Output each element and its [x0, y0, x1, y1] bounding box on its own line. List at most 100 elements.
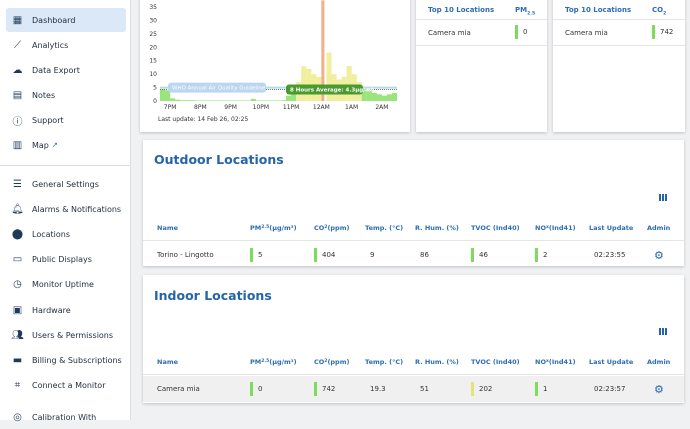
top-pm-row[interactable]: Camera mia 0 — [416, 20, 547, 46]
info-icon: ⓘ — [12, 116, 23, 128]
y-tick-label: 25 — [149, 31, 157, 38]
top-pm-header: Top 10 Locations — [428, 6, 495, 14]
columns-icon[interactable] — [659, 194, 668, 201]
x-tick-label: 12AM — [313, 104, 330, 111]
sidebar-item-calibration-with[interactable]: ◎ Calibration With — [6, 405, 126, 429]
cell-pm: 5 — [250, 242, 262, 268]
sidebar-item-dashboard[interactable]: ▦ Dashboard — [6, 8, 126, 32]
column-header-hum[interactable]: R. Hum. (%) — [415, 223, 459, 232]
column-header-tvoc[interactable]: TVOC (Ind40) — [471, 357, 520, 366]
cell-name: Camera mia — [157, 385, 200, 393]
sidebar-item-hardware[interactable]: ▣ Hardware — [6, 298, 126, 322]
column-header-last[interactable]: Last Update — [589, 357, 634, 366]
sidebar-item-general-settings[interactable]: ☰ General Settings — [6, 172, 126, 196]
sidebar-item-billing-subscriptions[interactable]: ▬ Billing & Subscriptions — [6, 348, 126, 372]
column-header-admin[interactable]: Admin — [647, 357, 671, 366]
column-header-name[interactable]: Name — [157, 357, 179, 366]
column-header-hum[interactable]: R. Hum. (%) — [415, 357, 459, 366]
sidebar-item-data-export[interactable]: ☁ Data Export — [6, 58, 126, 82]
pm-bar — [220, 100, 226, 101]
top-co2-row[interactable]: Camera mia 742 — [553, 20, 685, 46]
pm-bar — [165, 90, 171, 101]
column-header-last[interactable]: Last Update — [589, 223, 634, 232]
chip-icon: ▣ — [12, 304, 23, 316]
who-guideline-label: WHO Annual Air Quality Guideline — [172, 86, 266, 92]
sidebar-item-label: Data Export — [32, 65, 80, 75]
pm-bar — [185, 100, 191, 101]
sidebar-item-label: Analytics — [32, 40, 69, 50]
pm-value: 0 — [523, 28, 528, 36]
pm-bar — [180, 100, 186, 101]
map-icon: ▥ — [12, 139, 23, 151]
sidebar-divider — [0, 165, 131, 166]
sidebar-item-label: Connect a Monitor — [32, 380, 106, 390]
column-header-temp[interactable]: Temp. (°C) — [365, 223, 404, 232]
sidebar-item-public-displays[interactable]: ▭ Public Displays — [6, 247, 126, 271]
top-co2-card: Top 10 Locations CO2 Camera mia 742 — [553, 0, 685, 132]
sidebar-item-map[interactable]: ▥ Map ↗ — [6, 133, 126, 157]
pm-bar — [391, 92, 398, 101]
pm-bar — [255, 100, 261, 101]
sidebar-item-label: Public Displays — [32, 254, 92, 264]
sidebar-item-label: Monitor Uptime — [32, 279, 94, 289]
column-header-pm[interactable]: PM 2.5 (µg/m³) — [250, 357, 297, 366]
pm-bar — [321, 0, 325, 102]
sidebar-item-alarms-notifications[interactable]: 🔔︎ Alarms & Notifications — [6, 197, 126, 221]
settings-gear-icon[interactable]: ⚙ — [654, 248, 664, 262]
sidebar-item-label: Users & Permissions — [32, 330, 114, 340]
co2-value: 742 — [660, 28, 674, 36]
pm-bar — [200, 100, 206, 101]
uptime-icon: ◷ — [13, 278, 22, 290]
y-tick-label: 20 — [149, 44, 157, 51]
calibration-icon: ◎ — [13, 411, 22, 423]
cell-tvoc: 202 — [471, 376, 492, 402]
column-header-tvoc[interactable]: TVOC (Ind40) — [471, 223, 520, 232]
sidebar-item-label: Locations — [32, 229, 71, 239]
sidebar-item-connect-a-monitor[interactable]: ⌗ Connect a Monitor — [6, 373, 126, 397]
column-header-nox[interactable]: NO x (Ind41) — [535, 223, 576, 232]
cell-temp: 19.3 — [370, 385, 386, 393]
average-label: 8 Hours Average: 4.3µg/m³ — [290, 86, 374, 93]
sidebar-item-monitor-uptime[interactable]: ◷ Monitor Uptime — [6, 272, 126, 296]
connect-icon: ⌗ — [14, 379, 21, 391]
y-tick-label: 10 — [149, 71, 157, 78]
columns-icon[interactable] — [659, 328, 668, 335]
column-header-pm[interactable]: PM 2.5 (µg/m³) — [250, 223, 297, 232]
x-tick-label: 9PM — [224, 104, 237, 111]
table-row[interactable]: Torino - Lingotto 5 404 9 86 46 2 02:23:55 ⚙ — [143, 242, 684, 268]
sidebar-item-label: Support — [32, 115, 64, 125]
sidebar-item-locations[interactable]: ⬤ Locations — [6, 222, 126, 246]
section-title: Outdoor Locations — [154, 152, 284, 167]
column-header-co2[interactable]: CO 2 (ppm) — [314, 223, 350, 232]
pm-bar — [215, 100, 221, 101]
pm-bar — [195, 100, 201, 101]
column-header-admin[interactable]: Admin — [647, 223, 671, 232]
column-header-name[interactable]: Name — [157, 223, 179, 232]
location-name: Camera mia — [565, 29, 608, 37]
cell-pm: 0 — [250, 376, 262, 402]
y-tick-label: 15 — [149, 58, 157, 65]
sidebar: ▦ Dashboard ⟋ Analytics ☁ Data Export ▤ Notes ⓘ S… — [0, 0, 131, 423]
sidebar-item-users-permissions[interactable]: 👥︎ Users & Permissions — [6, 323, 126, 347]
sidebar-item-analytics[interactable]: ⟋ Analytics — [6, 33, 126, 57]
pm-bar — [376, 94, 382, 101]
settings-gear-icon[interactable]: ⚙ — [654, 382, 664, 396]
pm-bar — [260, 100, 266, 101]
sidebar-item-label: Map — [32, 140, 49, 150]
sidebar-item-support[interactable]: ⓘ Support — [6, 108, 126, 132]
location-name: Camera mia — [428, 29, 471, 37]
pm-bar — [175, 99, 181, 101]
pm-bar — [346, 66, 352, 101]
cell-nox: 1 — [535, 376, 547, 402]
table-row[interactable]: Camera mia 0 742 19.3 51 202 1 02:23:57 ⚙ — [143, 376, 684, 402]
column-header-co2[interactable]: CO 2 (ppm) — [314, 357, 350, 366]
x-tick-label: 8PM — [194, 104, 207, 111]
pm-bar — [205, 100, 211, 101]
cell-nox: 2 — [535, 242, 547, 268]
display-icon: ▭ — [12, 253, 23, 265]
sidebar-item-notes[interactable]: ▤ Notes — [6, 83, 126, 107]
column-header-temp[interactable]: Temp. (°C) — [365, 357, 404, 366]
column-header-nox[interactable]: NO x (Ind41) — [535, 357, 576, 366]
cell-last: 02:23:55 — [594, 251, 626, 259]
last-update-label: Last update: 14 Feb 26, 02:25 — [158, 116, 249, 123]
